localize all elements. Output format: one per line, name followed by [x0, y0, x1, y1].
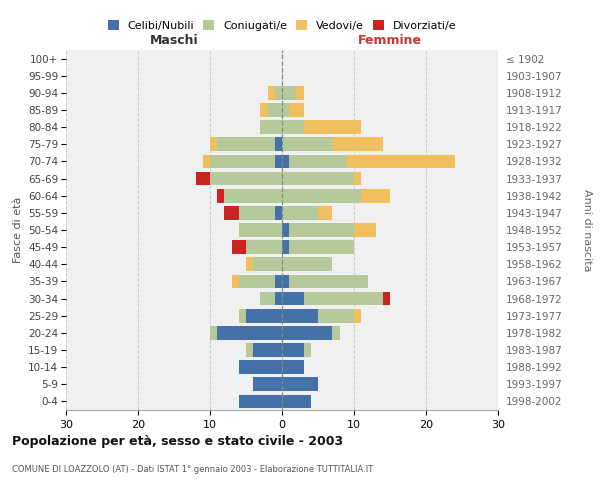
- Bar: [239, 309, 246, 322]
- Bar: [361, 189, 390, 202]
- Bar: [275, 154, 282, 168]
- Bar: [224, 206, 239, 220]
- Bar: [282, 394, 311, 408]
- Bar: [210, 154, 275, 168]
- Text: Popolazione per età, sesso e stato civile - 2003: Popolazione per età, sesso e stato civil…: [12, 435, 343, 448]
- Bar: [246, 258, 253, 271]
- Bar: [232, 240, 246, 254]
- Bar: [239, 274, 275, 288]
- Bar: [210, 326, 217, 340]
- Bar: [239, 206, 275, 220]
- Bar: [282, 240, 289, 254]
- Bar: [282, 172, 354, 185]
- Text: Maschi: Maschi: [149, 34, 199, 46]
- Bar: [246, 240, 282, 254]
- Bar: [289, 274, 368, 288]
- Y-axis label: Anni di nascita: Anni di nascita: [582, 188, 592, 271]
- Legend: Celibi/Nubili, Coniugati/e, Vedovi/e, Divorziati/e: Celibi/Nubili, Coniugati/e, Vedovi/e, Di…: [103, 16, 461, 36]
- Bar: [275, 206, 282, 220]
- Bar: [232, 274, 239, 288]
- Bar: [275, 274, 282, 288]
- Bar: [282, 103, 289, 117]
- Bar: [260, 120, 282, 134]
- Bar: [239, 360, 282, 374]
- Bar: [289, 154, 347, 168]
- Bar: [275, 138, 282, 151]
- Bar: [383, 292, 390, 306]
- Bar: [246, 309, 282, 322]
- Bar: [354, 309, 361, 322]
- Bar: [332, 138, 383, 151]
- Bar: [282, 223, 289, 237]
- Bar: [224, 189, 282, 202]
- Bar: [246, 343, 253, 357]
- Bar: [282, 274, 289, 288]
- Bar: [275, 86, 282, 100]
- Bar: [304, 120, 361, 134]
- Y-axis label: Fasce di età: Fasce di età: [13, 197, 23, 263]
- Bar: [253, 378, 282, 391]
- Bar: [196, 172, 210, 185]
- Bar: [282, 138, 332, 151]
- Bar: [282, 343, 304, 357]
- Bar: [282, 120, 304, 134]
- Bar: [203, 154, 210, 168]
- Bar: [217, 189, 224, 202]
- Text: COMUNE DI LOAZZOLO (AT) - Dati ISTAT 1° gennaio 2003 - Elaborazione TUTTITALIA.I: COMUNE DI LOAZZOLO (AT) - Dati ISTAT 1° …: [12, 465, 373, 474]
- Bar: [282, 378, 318, 391]
- Bar: [268, 86, 275, 100]
- Bar: [253, 258, 282, 271]
- Bar: [253, 343, 282, 357]
- Bar: [318, 206, 332, 220]
- Bar: [282, 154, 289, 168]
- Bar: [210, 172, 282, 185]
- Bar: [304, 292, 383, 306]
- Bar: [318, 309, 354, 322]
- Bar: [332, 326, 340, 340]
- Bar: [217, 138, 275, 151]
- Bar: [282, 206, 318, 220]
- Bar: [296, 86, 304, 100]
- Bar: [282, 292, 304, 306]
- Bar: [282, 309, 318, 322]
- Bar: [260, 292, 275, 306]
- Bar: [354, 172, 361, 185]
- Bar: [282, 258, 332, 271]
- Bar: [304, 343, 311, 357]
- Bar: [289, 223, 354, 237]
- Bar: [275, 292, 282, 306]
- Bar: [239, 223, 282, 237]
- Bar: [260, 103, 268, 117]
- Bar: [289, 103, 304, 117]
- Bar: [210, 138, 217, 151]
- Bar: [289, 240, 354, 254]
- Text: Femmine: Femmine: [358, 34, 422, 46]
- Bar: [239, 394, 282, 408]
- Bar: [268, 103, 282, 117]
- Bar: [282, 86, 296, 100]
- Bar: [354, 223, 376, 237]
- Bar: [282, 360, 304, 374]
- Bar: [282, 189, 361, 202]
- Bar: [347, 154, 455, 168]
- Bar: [282, 326, 332, 340]
- Bar: [217, 326, 282, 340]
